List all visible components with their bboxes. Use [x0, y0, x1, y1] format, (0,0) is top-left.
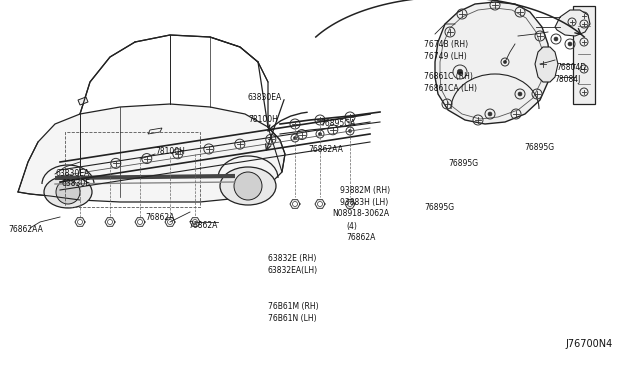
Text: 93883H (LH): 93883H (LH) — [340, 198, 388, 206]
Text: 76749 (LH): 76749 (LH) — [424, 51, 467, 61]
Text: 76862A: 76862A — [145, 212, 174, 221]
Text: (4): (4) — [346, 221, 357, 231]
Polygon shape — [345, 200, 355, 208]
Text: 78100H: 78100H — [155, 148, 185, 157]
Circle shape — [319, 132, 322, 136]
Polygon shape — [435, 2, 550, 124]
Text: 76862A: 76862A — [346, 234, 376, 243]
Polygon shape — [165, 218, 175, 226]
Polygon shape — [78, 97, 88, 105]
Ellipse shape — [220, 167, 276, 205]
Polygon shape — [573, 6, 595, 104]
Polygon shape — [290, 200, 300, 208]
Text: 63832E (RH): 63832E (RH) — [268, 254, 316, 263]
Circle shape — [518, 92, 522, 96]
Text: 63830EA: 63830EA — [248, 93, 282, 102]
Text: 78100H: 78100H — [248, 115, 278, 125]
Circle shape — [554, 37, 558, 41]
Circle shape — [488, 112, 492, 116]
Circle shape — [504, 60, 507, 64]
Text: 78084J: 78084J — [554, 76, 580, 84]
Text: 76895G: 76895G — [424, 202, 454, 212]
Text: N08918-3062A: N08918-3062A — [332, 209, 389, 218]
Circle shape — [457, 69, 463, 75]
Polygon shape — [190, 218, 200, 226]
Text: 76804D: 76804D — [556, 62, 586, 71]
Text: 63830E: 63830E — [62, 180, 91, 189]
Text: 63832EA(LH): 63832EA(LH) — [268, 266, 318, 276]
Text: 76862A: 76862A — [188, 221, 218, 230]
Text: 93882M (RH): 93882M (RH) — [340, 186, 390, 195]
Text: 7674B (RH): 7674B (RH) — [424, 39, 468, 48]
Text: 63830EA: 63830EA — [55, 170, 89, 179]
Text: 76862AA: 76862AA — [308, 145, 343, 154]
Text: 76861CA (LH): 76861CA (LH) — [424, 83, 477, 93]
Polygon shape — [535, 47, 558, 82]
Polygon shape — [315, 200, 325, 208]
Text: 76862AA: 76862AA — [8, 224, 43, 234]
Text: J76700N4: J76700N4 — [565, 339, 612, 349]
Text: 76861C (RH): 76861C (RH) — [424, 71, 473, 80]
Text: 76B61N (LH): 76B61N (LH) — [268, 314, 317, 324]
Text: 76895G: 76895G — [448, 160, 478, 169]
Text: 76B61M (RH): 76B61M (RH) — [268, 302, 319, 311]
Circle shape — [348, 129, 351, 132]
Ellipse shape — [44, 176, 92, 208]
Polygon shape — [75, 218, 85, 226]
Circle shape — [568, 42, 572, 46]
Polygon shape — [105, 218, 115, 226]
Polygon shape — [555, 10, 590, 36]
Text: 76895GA: 76895GA — [320, 119, 355, 128]
Circle shape — [293, 137, 296, 140]
Circle shape — [234, 172, 262, 200]
Polygon shape — [18, 104, 285, 202]
Circle shape — [56, 180, 80, 204]
Polygon shape — [135, 218, 145, 226]
Text: 76895G: 76895G — [524, 142, 554, 151]
